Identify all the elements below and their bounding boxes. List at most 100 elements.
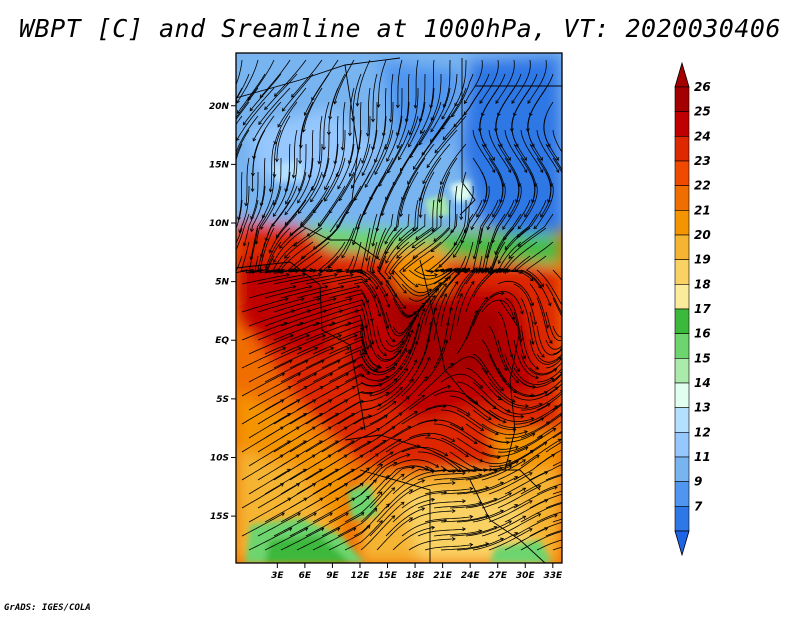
streamline-arrowhead bbox=[533, 225, 538, 229]
streamline-arrowhead bbox=[443, 293, 447, 298]
streamline bbox=[453, 213, 474, 258]
streamline bbox=[279, 213, 314, 249]
streamline bbox=[248, 468, 291, 495]
streamline-arrowhead bbox=[393, 293, 397, 298]
streamline-arrowhead bbox=[443, 518, 448, 523]
streamline-arrowhead bbox=[279, 454, 284, 459]
streamline-arrowhead bbox=[590, 497, 593, 500]
streamline-arrowhead bbox=[418, 197, 423, 202]
streamline bbox=[353, 451, 394, 481]
streamline bbox=[401, 299, 429, 341]
streamline-arrowhead bbox=[273, 140, 278, 145]
streamline bbox=[401, 405, 446, 425]
streamline-arrowhead bbox=[307, 309, 312, 314]
streamline-arrowhead bbox=[449, 362, 454, 367]
streamline-arrowhead bbox=[559, 348, 562, 352]
streamline bbox=[250, 172, 259, 220]
streamline bbox=[440, 143, 467, 185]
streamline bbox=[536, 367, 562, 383]
streamline-arrowhead bbox=[312, 512, 317, 517]
streamline-arrowhead bbox=[350, 468, 355, 473]
streamline bbox=[408, 268, 453, 280]
streamline-arrowhead bbox=[344, 399, 349, 403]
streamline-arrowhead bbox=[410, 378, 414, 383]
streamline bbox=[481, 515, 526, 537]
streamline bbox=[278, 241, 314, 273]
streamline bbox=[252, 143, 259, 192]
streamline-arrowhead bbox=[418, 214, 423, 219]
streamline bbox=[440, 515, 489, 523]
streamline-arrowhead bbox=[441, 115, 446, 120]
streamline bbox=[517, 185, 538, 229]
streamline bbox=[421, 115, 451, 156]
streamline-arrowhead bbox=[559, 389, 562, 393]
streamline bbox=[471, 185, 490, 230]
streamline-arrowhead bbox=[535, 454, 540, 459]
streamline-arrowhead bbox=[321, 334, 326, 338]
streamline bbox=[495, 59, 515, 104]
colorbar-label: 7 bbox=[694, 499, 703, 513]
streamline-arrowhead bbox=[584, 377, 587, 380]
streamline bbox=[536, 269, 562, 306]
streamline bbox=[409, 88, 419, 135]
streamline-arrowhead bbox=[361, 172, 366, 177]
streamline bbox=[431, 185, 442, 232]
streamline bbox=[449, 526, 497, 537]
streamline bbox=[504, 297, 522, 342]
streamline bbox=[520, 474, 562, 495]
streamline-arrowhead bbox=[566, 371, 569, 374]
streamline-arrowhead bbox=[572, 491, 575, 494]
streamline-arrowhead bbox=[391, 515, 396, 519]
streamline-arrowhead bbox=[486, 226, 491, 231]
streamline bbox=[514, 241, 554, 272]
streamline bbox=[536, 511, 562, 523]
streamline bbox=[460, 171, 467, 220]
streamline bbox=[357, 101, 362, 150]
streamline-arrowhead bbox=[421, 308, 426, 313]
streamline-arrowhead bbox=[292, 285, 297, 289]
streamline bbox=[388, 255, 407, 294]
streamline bbox=[257, 426, 300, 453]
streamline bbox=[296, 310, 343, 327]
streamline bbox=[545, 529, 562, 537]
streamline-arrowhead bbox=[387, 275, 392, 280]
streamline bbox=[392, 420, 438, 439]
streamline bbox=[336, 130, 346, 177]
streamline bbox=[456, 465, 503, 472]
streamline bbox=[545, 412, 562, 425]
streamline bbox=[264, 497, 307, 523]
streamline bbox=[433, 271, 460, 313]
streamline bbox=[360, 367, 403, 387]
streamline bbox=[552, 348, 562, 355]
streamline-arrowhead bbox=[297, 210, 302, 215]
streamline bbox=[248, 334, 294, 355]
streamline-arrowhead bbox=[318, 468, 323, 473]
streamline-arrowhead bbox=[334, 468, 339, 473]
streamline-arrowhead bbox=[385, 392, 390, 396]
streamline-arrowhead bbox=[344, 483, 349, 487]
streamline bbox=[396, 88, 403, 136]
streamline bbox=[293, 129, 298, 178]
streamline bbox=[369, 396, 410, 425]
streamline-arrowhead bbox=[539, 156, 543, 161]
streamline bbox=[289, 274, 338, 285]
streamline-arrowhead bbox=[295, 426, 300, 431]
streamline-arrowhead bbox=[535, 375, 540, 380]
streamline-arrowhead bbox=[408, 143, 412, 148]
streamline bbox=[529, 464, 562, 481]
streamline-arrowhead bbox=[366, 371, 371, 375]
streamline-arrowhead bbox=[381, 132, 386, 137]
streamline-arrowhead bbox=[547, 302, 552, 307]
streamline bbox=[344, 392, 389, 411]
streamline bbox=[241, 454, 284, 481]
streamline-arrowhead bbox=[333, 160, 338, 165]
streamline-arrowhead bbox=[311, 454, 316, 459]
colorbar-label: 15 bbox=[694, 351, 711, 365]
streamline bbox=[504, 403, 551, 415]
streamline bbox=[353, 401, 397, 425]
streamline bbox=[441, 73, 458, 120]
streamline-arrowhead bbox=[480, 427, 485, 431]
streamline bbox=[351, 241, 367, 276]
streamline bbox=[520, 390, 562, 411]
streamline-arrowhead bbox=[311, 426, 316, 431]
